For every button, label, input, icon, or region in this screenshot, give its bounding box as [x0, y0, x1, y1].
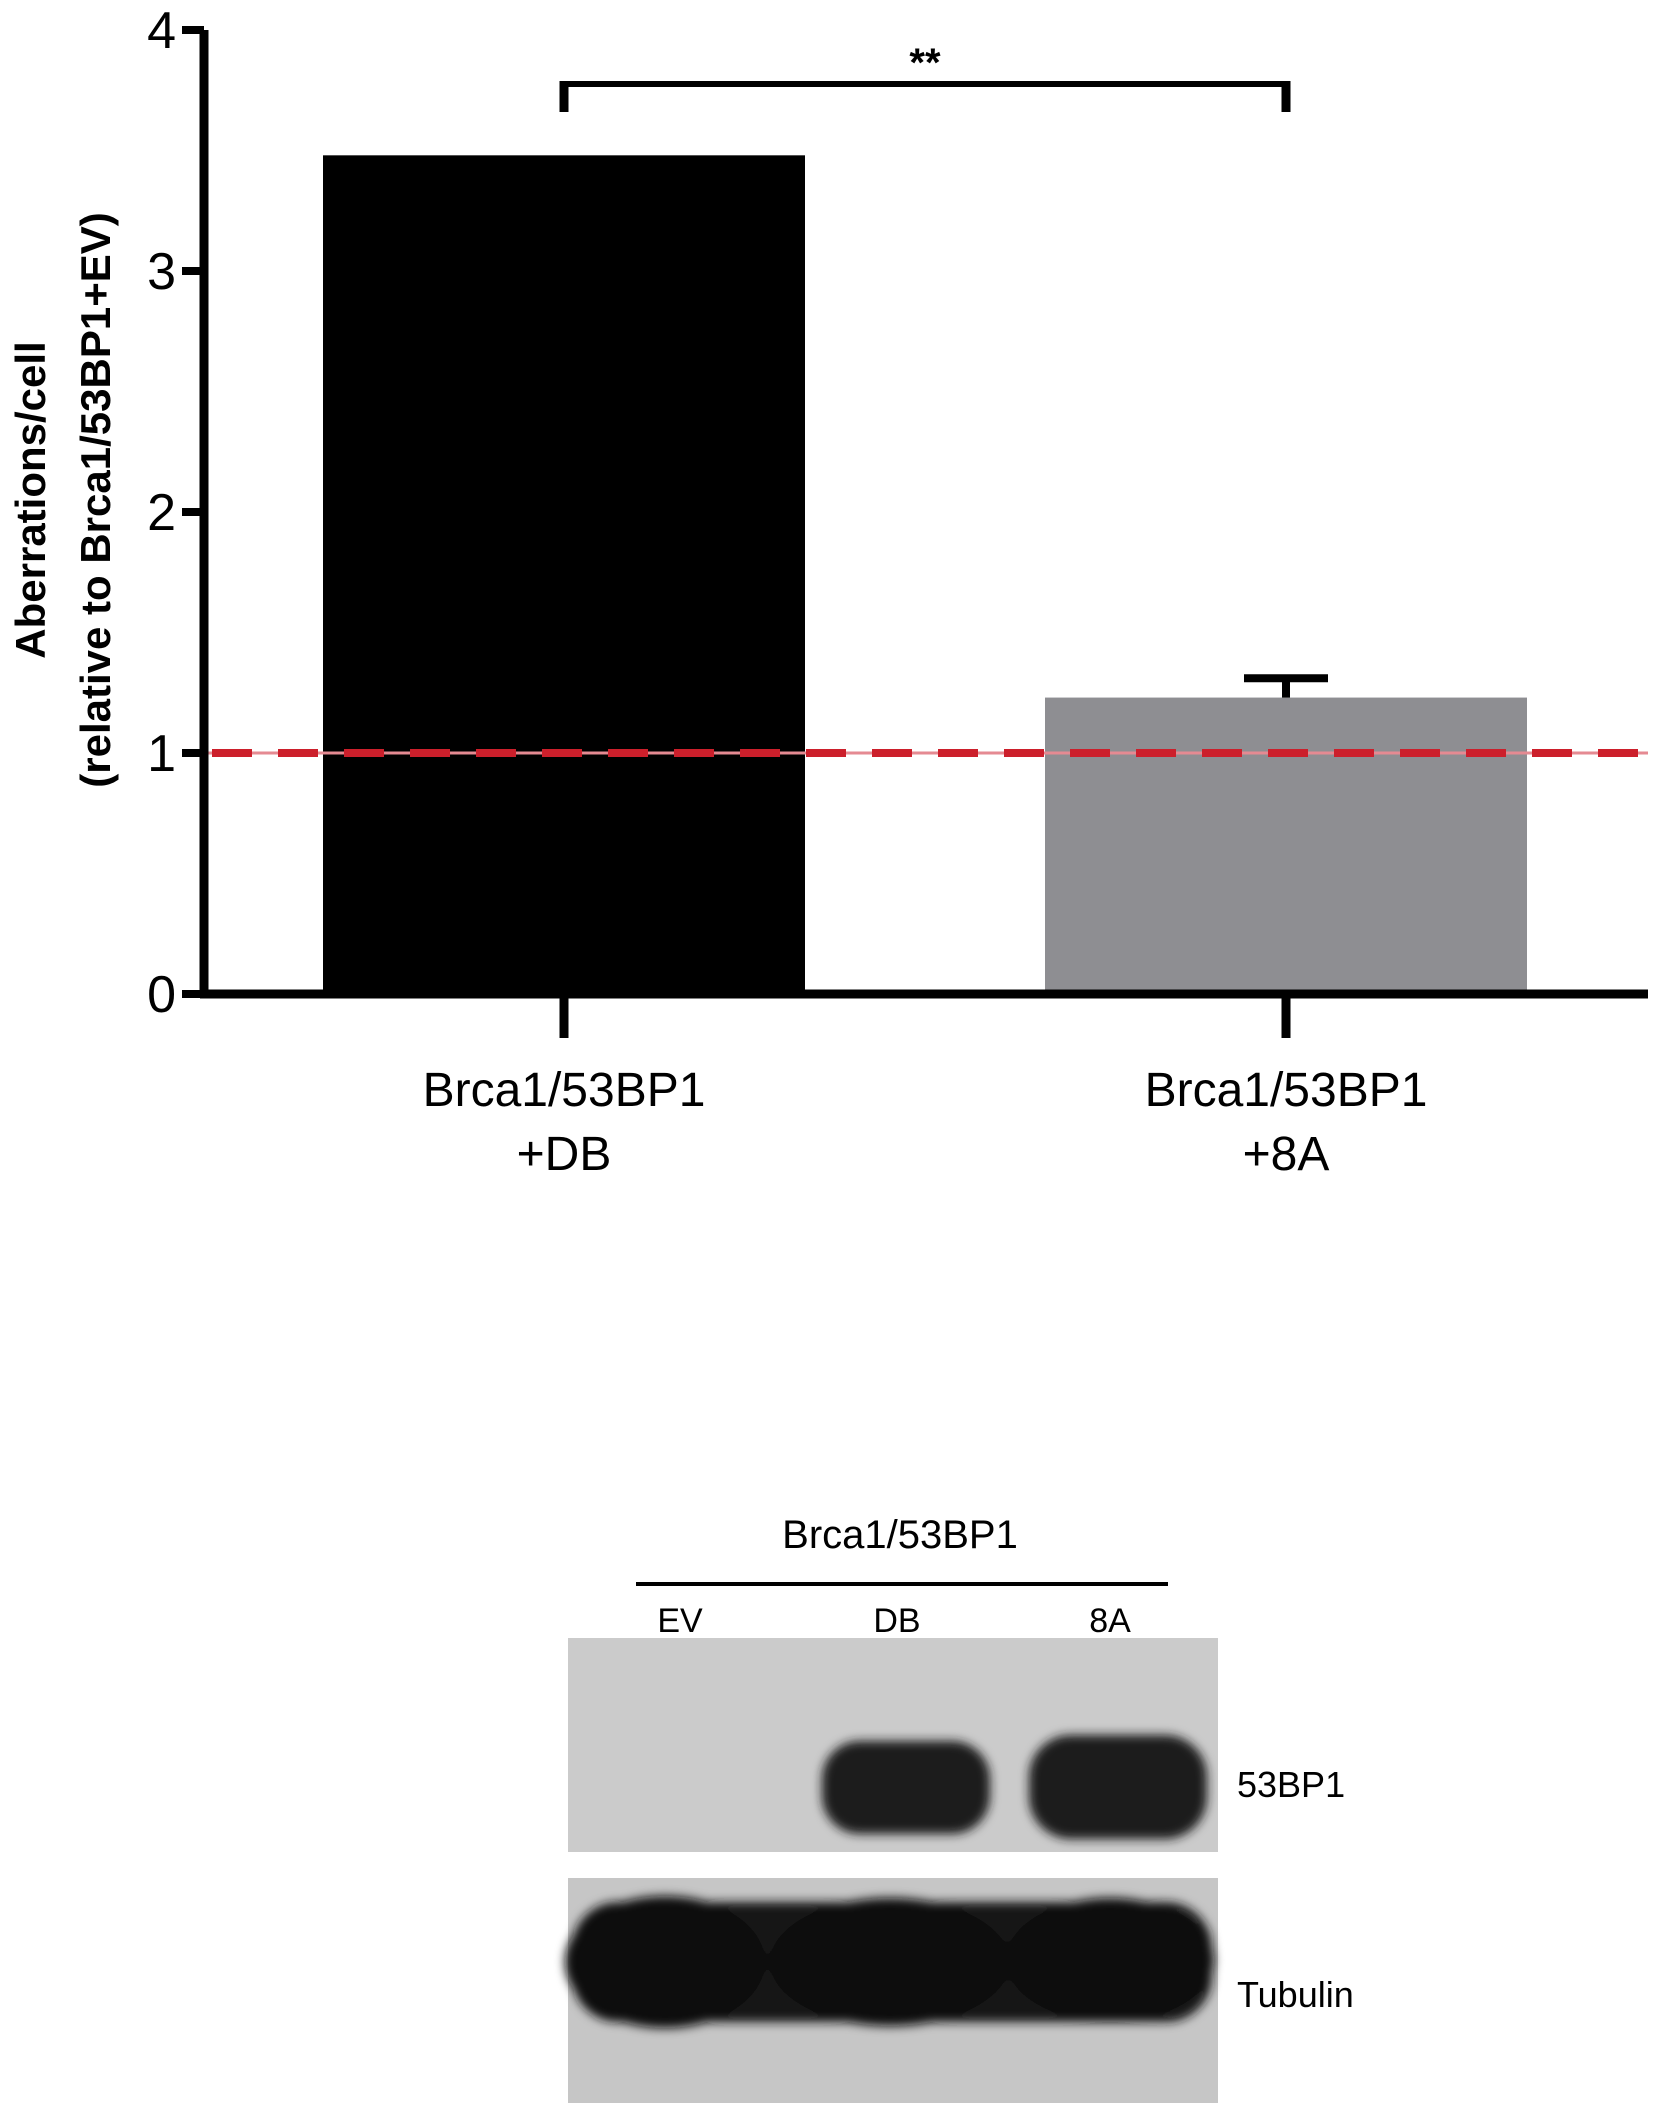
x-tick-label-2-line-1: Brca1/53BP1	[1145, 1064, 1428, 1117]
y-axis-title-line-2: (relative to Brca1/53BP1+EV)	[72, 212, 119, 787]
bar-chart: 0 1 2 3 4 Brca1/53BP1 +DB Brca1/53BP1 +8A ** Ab…	[7, 2, 1648, 1181]
x-tick-label-1-line-1: Brca1/53BP1	[423, 1064, 706, 1117]
lane-label-ev: EV	[657, 1602, 703, 1640]
lane-label-8a: 8A	[1089, 1602, 1131, 1640]
blot-panel-tubulin	[565, 1878, 1218, 2103]
x-tick-label-2-line-2: +8A	[1243, 1128, 1330, 1181]
y-ticks-group: 0 1 2 3 4	[147, 2, 204, 1024]
band-label-tubulin: Tubulin	[1237, 1974, 1354, 2015]
significance-label: **	[909, 41, 941, 85]
y-tick-label-4: 4	[147, 2, 176, 60]
y-tick-label-2: 2	[147, 484, 176, 542]
band-tubulin-8a	[1006, 1898, 1214, 2022]
significance-group: **	[559, 41, 1291, 112]
band-label-53bp1: 53BP1	[1237, 1764, 1345, 1805]
blot-panel-53bp1	[568, 1638, 1218, 1852]
band-53bp1-db	[822, 1741, 990, 1834]
bar-1	[323, 155, 805, 994]
band-53bp1-8a	[1029, 1735, 1207, 1839]
y-tick-label-0: 0	[147, 966, 176, 1024]
western-blot: Brca1/53BP1 EV DB 8A 53BP1 Tubulin	[565, 1513, 1354, 2103]
lane-label-db: DB	[873, 1602, 920, 1640]
x-ticks-group: Brca1/53BP1 +DB Brca1/53BP1 +8A	[423, 994, 1428, 1181]
band-tubulin-db	[770, 1898, 1010, 2026]
y-axis-title-line-1: Aberrations/cell	[7, 341, 54, 658]
blot-group-label: Brca1/53BP1	[782, 1513, 1018, 1557]
x-tick-label-1-line-2: +DB	[517, 1128, 612, 1181]
bars-group	[323, 155, 1527, 994]
y-tick-label-1: 1	[147, 725, 176, 783]
band-tubulin-ev	[565, 1896, 765, 2028]
bar-2	[1045, 697, 1527, 994]
error-bars-group	[1244, 674, 1328, 698]
y-tick-label-3: 3	[147, 243, 176, 301]
